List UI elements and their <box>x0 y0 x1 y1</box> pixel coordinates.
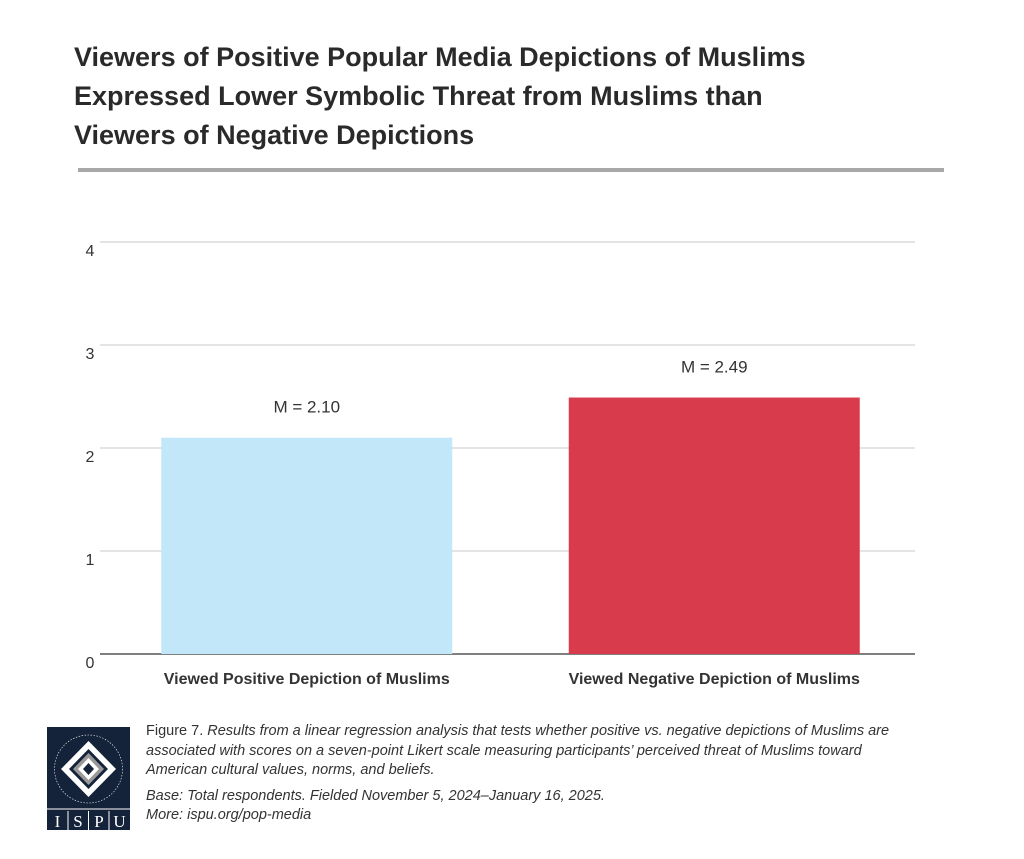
x-tick-label: Viewed Positive Depiction of Muslims <box>164 671 450 688</box>
y-tick-label: 0 <box>86 655 95 672</box>
logo-letter: I <box>55 812 61 830</box>
figure-caption: Figure 7. Results from a linear regressi… <box>146 722 926 826</box>
x-tick-label: Viewed Negative Depiction of Muslims <box>569 671 860 688</box>
logo-letter: U <box>113 812 125 830</box>
chart-title: Viewers of Positive Popular Media Depict… <box>74 38 934 155</box>
y-tick-label: 4 <box>86 243 95 260</box>
ispu-logo: I S P U <box>47 727 130 830</box>
base-note: Base: Total respondents. Fielded Novembe… <box>146 787 605 804</box>
figure-description: Results from a linear regression analysi… <box>146 723 890 778</box>
figure-label: Figure 7. <box>146 723 204 739</box>
data-label: M = 2.49 <box>681 358 748 377</box>
title-divider <box>78 168 944 172</box>
y-tick-label: 2 <box>86 449 95 466</box>
bar-chart: 0 1 2 3 4 M = 2.10 Viewed Positive Depiction o… <box>86 241 915 688</box>
bar <box>161 437 453 654</box>
y-tick-label: 3 <box>86 346 95 363</box>
logo-letter: S <box>73 812 82 830</box>
title-line: Viewers of Positive Popular Media Depict… <box>74 42 806 72</box>
y-tick-label: 1 <box>86 552 95 569</box>
title-line: Expressed Lower Symbolic Threat from Mus… <box>74 81 763 111</box>
more-link[interactable]: More: ispu.org/pop-media <box>146 807 312 823</box>
logo-letter: P <box>94 812 103 830</box>
title-line: Viewers of Negative Depictions <box>74 120 475 150</box>
bar <box>568 397 860 654</box>
data-label: M = 2.10 <box>273 398 340 417</box>
